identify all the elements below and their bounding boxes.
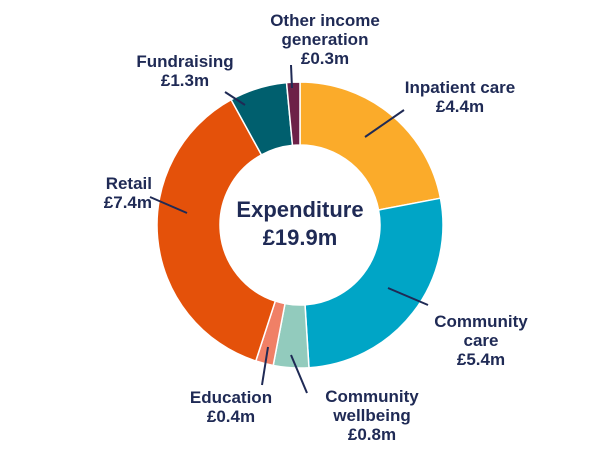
label-other-income-name: Other income generation — [270, 11, 380, 49]
chart-title: Expenditure — [236, 197, 364, 222]
label-retail-name: Retail — [105, 174, 152, 193]
label-retail: Retail £7.4m — [82, 174, 152, 212]
label-fundraising-value: £1.3m — [160, 71, 210, 90]
label-community-care-value: £5.4m — [456, 350, 506, 369]
label-education: Education £0.4m — [179, 388, 283, 426]
leader-lines-group — [149, 64, 429, 394]
leader-line-inpatient — [364, 109, 405, 138]
leader-line-other — [290, 64, 293, 89]
slice-retail — [156, 98, 277, 362]
label-education-value: £0.4m — [206, 407, 256, 426]
label-inpatient-care-value: £4.4m — [435, 97, 485, 116]
leader-line-retail — [149, 196, 188, 214]
label-fundraising-name: Fundraising — [136, 52, 234, 71]
label-retail-value: £7.4m — [103, 193, 152, 212]
leader-line-fundraising — [224, 91, 246, 106]
leader-line-community-care — [387, 287, 429, 306]
label-community-wellbeing-value: £0.8m — [347, 425, 397, 444]
label-inpatient-care-name: Inpatient care — [404, 78, 516, 97]
label-community-wellbeing-name: Community wellbeing — [325, 387, 419, 425]
slices-group — [156, 81, 444, 369]
label-other-income-value: £0.3m — [300, 49, 350, 68]
chart-total: £19.9m — [262, 225, 338, 250]
slice-community-care — [304, 197, 444, 369]
label-community-care-name: Community care — [434, 312, 528, 350]
label-community-wellbeing: Community wellbeing £0.8m — [287, 387, 457, 444]
leader-line-education — [261, 346, 269, 386]
slice-inpatient-care — [299, 81, 442, 211]
label-other-income: Other income generation £0.3m — [265, 11, 385, 68]
label-education-name: Education — [189, 388, 273, 407]
label-fundraising: Fundraising £1.3m — [125, 52, 245, 90]
donut-center-label: Expenditure £19.9m — [219, 196, 381, 252]
label-inpatient-care: Inpatient care £4.4m — [390, 78, 530, 116]
leader-line-community-wellbeing — [290, 354, 308, 394]
label-community-care: Community care £5.4m — [416, 312, 546, 369]
